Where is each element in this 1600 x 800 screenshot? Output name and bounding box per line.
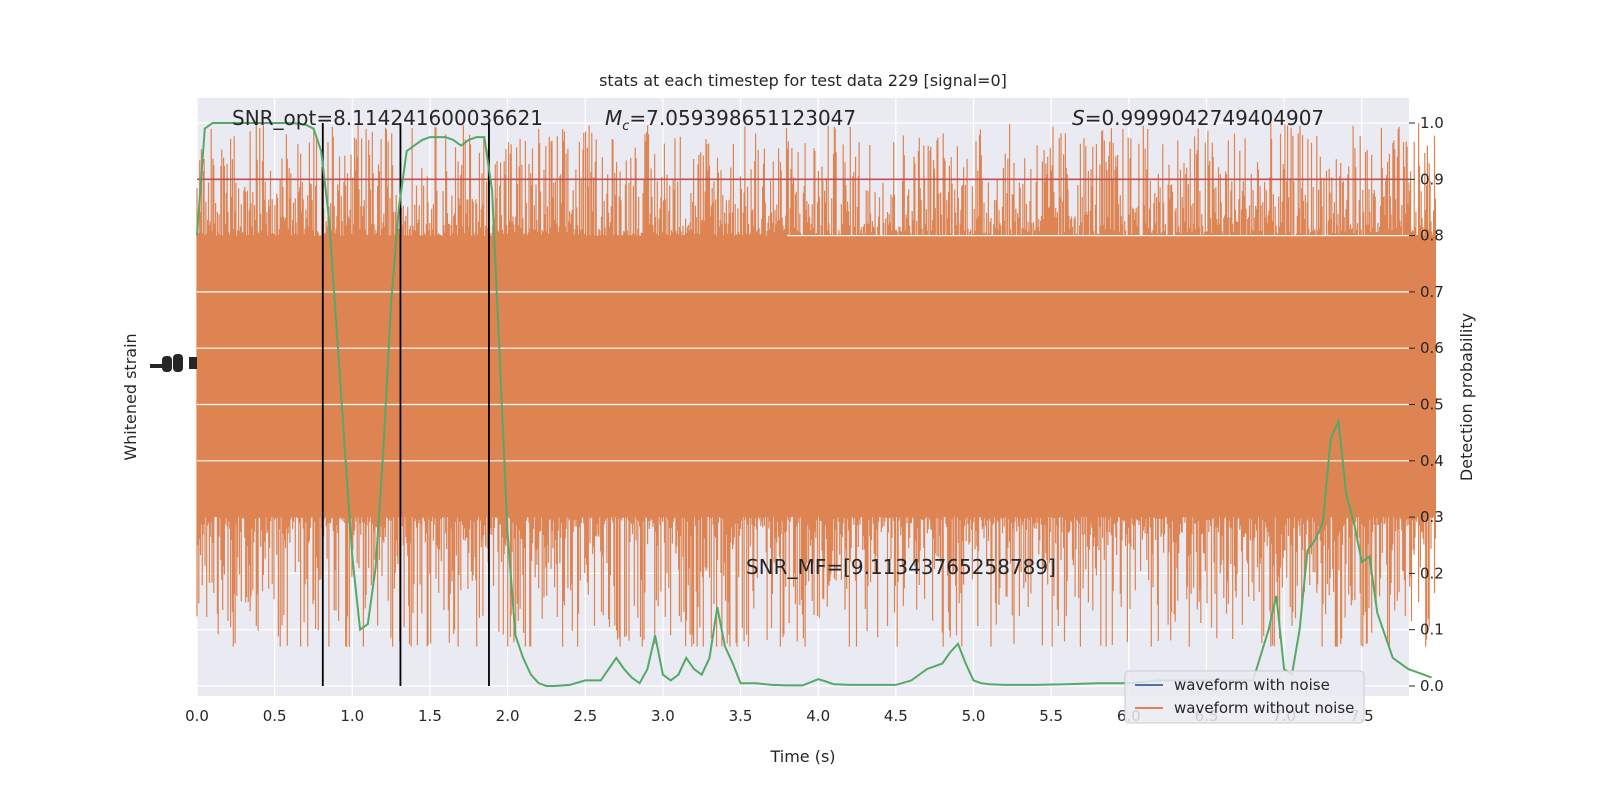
x-tick-label: 1.5 [418, 707, 442, 725]
s-value: =0.9999042749404907 [1085, 106, 1324, 130]
x-tick-label: 2.5 [573, 707, 597, 725]
x-tick-label: 0.5 [263, 707, 287, 725]
waveform-without-noise-series [196, 123, 1436, 647]
x-tick-label: 0.0 [185, 707, 209, 725]
right-tick-label: 0.1 [1420, 621, 1444, 639]
chart-title: stats at each timestep for test data 229… [599, 71, 1007, 90]
right-tick-label: 0.7 [1420, 283, 1444, 301]
detection-probability-line [196, 122, 1432, 687]
chirp-mass-value: =7.059398651123047 [629, 106, 856, 130]
s-symbol: S [1072, 106, 1085, 130]
right-tick-label: 0.2 [1420, 564, 1444, 582]
right-axis-ticks: 0.0 0.1 0.2 0.3 0.4 0.5 0.6 0.7 0.8 0.9 1.0 [1409, 114, 1444, 695]
s-annotation: S=0.9999042749404907 [1072, 106, 1324, 130]
left-tick-clutter [150, 354, 197, 372]
right-tick-label: 1.0 [1420, 114, 1444, 132]
x-axis-label: Time (s) [769, 747, 835, 766]
legend: waveform with noise waveform without noi… [1124, 670, 1365, 724]
x-tick-label: 1.0 [340, 707, 364, 725]
x-tick-label: 4.0 [806, 707, 830, 725]
right-tick-label: 0.0 [1420, 677, 1444, 695]
snr-mf-annotation: SNR_MF=[9.11343765258789] [746, 555, 1056, 579]
trigger-lines [321, 123, 490, 686]
x-tick-label: 3.0 [651, 707, 675, 725]
chirp-mass-annotation: Mc=7.059398651123047 [605, 106, 856, 134]
right-tick-label: 0.5 [1420, 396, 1444, 414]
right-tick-label: 0.6 [1420, 339, 1444, 357]
noise-core-band [197, 235, 1409, 518]
snr-opt-annotation: SNR_opt=8.114241600036621 [232, 106, 543, 130]
legend-label-without-noise: waveform without noise [1174, 699, 1354, 717]
x-tick-label: 2.0 [496, 707, 520, 725]
chirp-mass-symbol: M [605, 106, 622, 130]
x-tick-label: 3.5 [729, 707, 753, 725]
x-tick-label: 5.5 [1039, 707, 1063, 725]
left-axis-label: Whitened strain [121, 333, 140, 460]
legend-box [1124, 670, 1365, 724]
right-tick-label: 0.9 [1420, 170, 1444, 188]
chirp-mass-subscript: c [622, 119, 629, 134]
x-tick-label: 5.0 [962, 707, 986, 725]
x-tick-label: 4.5 [884, 707, 908, 725]
right-tick-label: 0.8 [1420, 227, 1444, 245]
right-tick-label: 0.4 [1420, 452, 1444, 470]
legend-label-with-noise: waveform with noise [1174, 676, 1330, 694]
right-axis-label: Detection probability [1457, 313, 1476, 481]
right-tick-label: 0.3 [1420, 508, 1444, 526]
